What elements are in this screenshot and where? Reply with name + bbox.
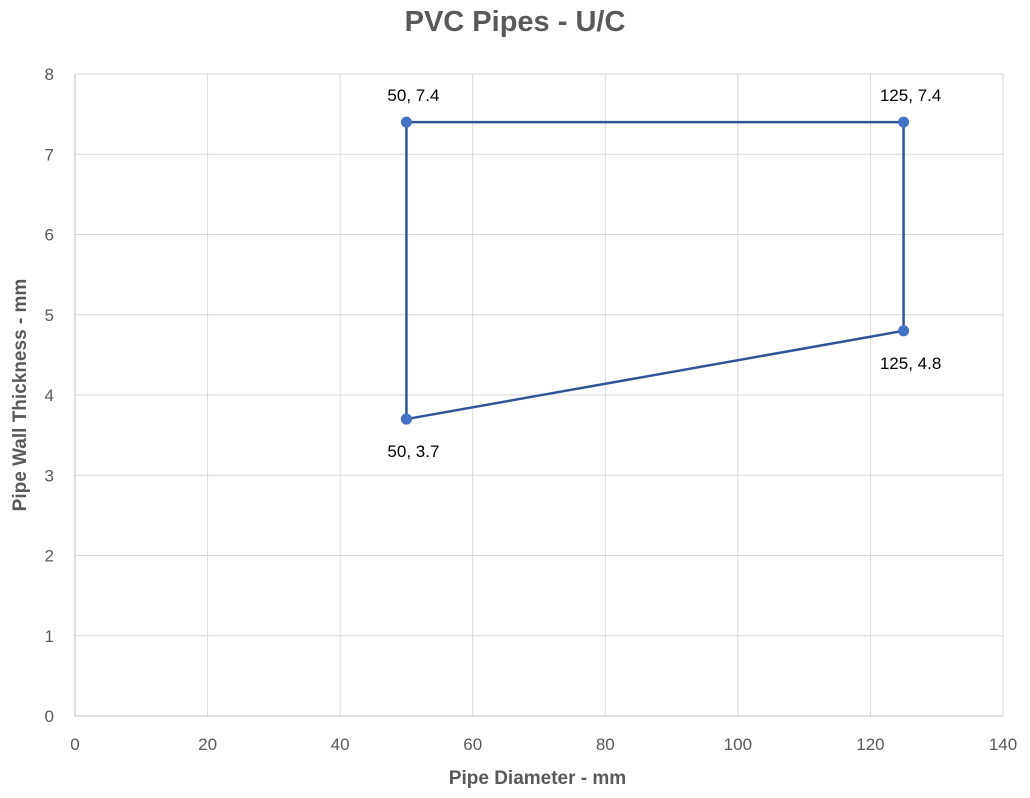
data-point: [400, 413, 412, 425]
y-tick-label: 2: [45, 547, 54, 566]
x-tick-label: 40: [331, 735, 350, 754]
x-tick-label: 100: [724, 735, 752, 754]
y-tick-label: 5: [45, 306, 54, 325]
y-tick-label: 6: [45, 226, 54, 245]
data-label: 125, 4.8: [880, 354, 941, 373]
x-tick-label: 0: [70, 735, 79, 754]
data-point: [898, 116, 910, 128]
x-tick-label: 20: [198, 735, 217, 754]
series-line: [405, 120, 905, 421]
data-label: 125, 7.4: [880, 86, 941, 105]
x-tick-label: 60: [463, 735, 482, 754]
y-tick-label: 0: [45, 707, 54, 726]
y-tick-label: 4: [45, 386, 54, 405]
y-tick-label: 1: [45, 627, 54, 646]
x-tick-label: 80: [596, 735, 615, 754]
y-tick-label: 7: [45, 145, 54, 164]
y-tick-label: 8: [45, 65, 54, 84]
x-axis-title: Pipe Diameter - mm: [448, 768, 627, 789]
x-tick-label: 120: [856, 735, 884, 754]
x-tick-label: 140: [989, 735, 1017, 754]
data-point: [898, 325, 910, 337]
data-label: 50, 7.4: [387, 86, 439, 105]
chart-title: PVC Pipes - U/C: [404, 6, 626, 38]
y-tick-label: 3: [45, 466, 54, 485]
data-label: 50, 3.7: [387, 442, 439, 461]
data-point: [400, 116, 412, 128]
